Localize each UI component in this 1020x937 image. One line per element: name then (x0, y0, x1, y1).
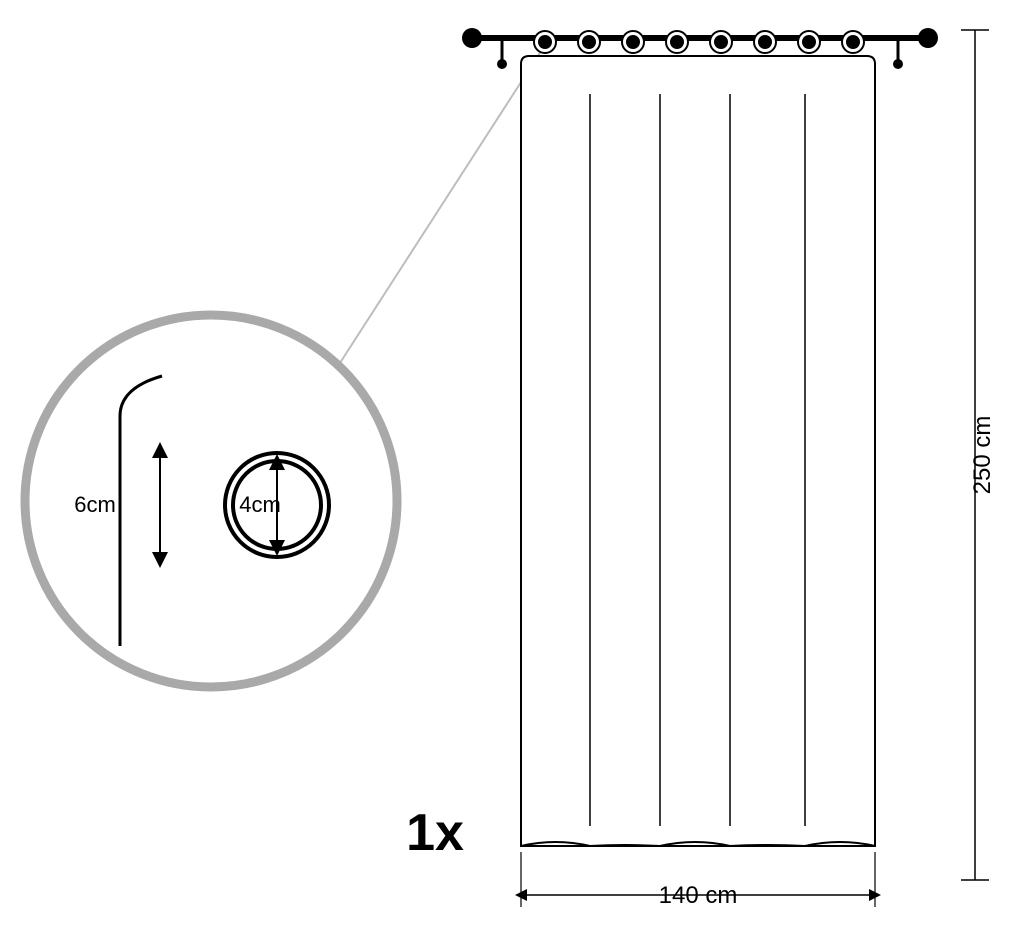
detail-dim-4cm-label: 4cm (239, 492, 281, 517)
rod-finial-right (918, 28, 938, 48)
rod-bracket-knob (893, 59, 903, 69)
grommet-inner (626, 35, 640, 49)
leader-line (338, 48, 543, 366)
rod-finial-left (462, 28, 482, 48)
quantity-label: 1x (406, 804, 464, 862)
grommet-inner (758, 35, 772, 49)
dim-width-label: 140 cm (659, 882, 738, 909)
grommet-inner (714, 35, 728, 49)
grommet-inner (582, 35, 596, 49)
grommet-inner (802, 35, 816, 49)
grommet-inner (538, 35, 552, 49)
curtain-panel (521, 56, 875, 846)
grommet-inner (846, 35, 860, 49)
dim-height-label: 250 cm (969, 416, 996, 495)
grommet-inner (670, 35, 684, 49)
detail-dim-6cm-label: 6cm (74, 492, 116, 517)
rod-bracket-knob (497, 59, 507, 69)
